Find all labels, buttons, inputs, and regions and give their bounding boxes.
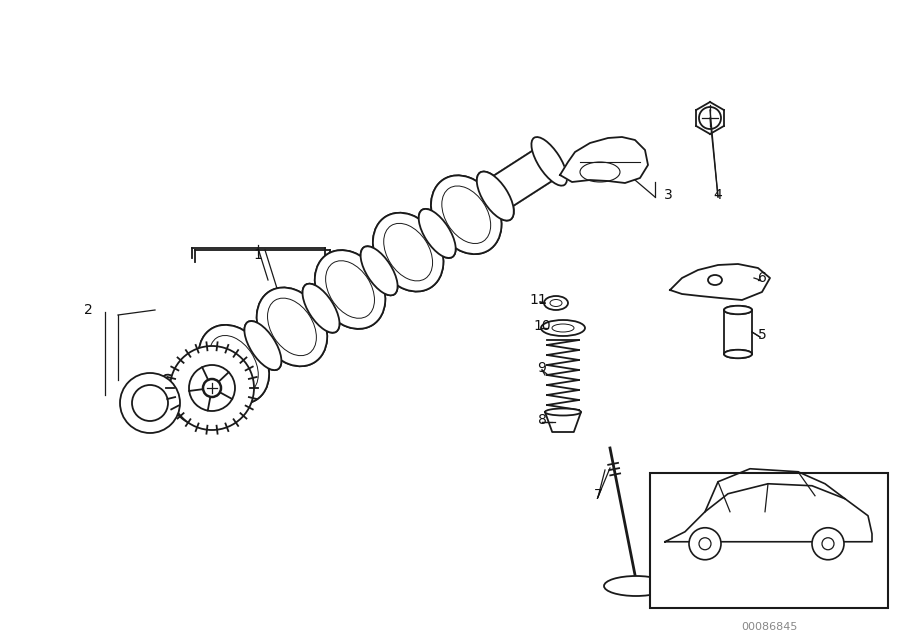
- Ellipse shape: [361, 247, 398, 296]
- Ellipse shape: [477, 171, 514, 220]
- Ellipse shape: [724, 350, 752, 358]
- Polygon shape: [665, 483, 872, 541]
- Ellipse shape: [541, 320, 585, 336]
- Polygon shape: [670, 264, 770, 300]
- Ellipse shape: [245, 321, 282, 370]
- Polygon shape: [166, 143, 563, 417]
- Text: 10: 10: [533, 319, 551, 333]
- Ellipse shape: [186, 359, 223, 408]
- Circle shape: [120, 373, 180, 433]
- Ellipse shape: [431, 175, 501, 254]
- Circle shape: [689, 527, 721, 560]
- Circle shape: [699, 107, 721, 129]
- Text: 7: 7: [594, 488, 602, 502]
- Ellipse shape: [256, 287, 328, 366]
- Ellipse shape: [477, 171, 514, 220]
- Ellipse shape: [199, 325, 269, 404]
- Text: 6: 6: [758, 271, 767, 285]
- Circle shape: [170, 346, 254, 430]
- Polygon shape: [166, 143, 563, 417]
- Polygon shape: [545, 412, 581, 432]
- Ellipse shape: [256, 287, 328, 366]
- Ellipse shape: [302, 283, 339, 333]
- Ellipse shape: [724, 306, 752, 314]
- Circle shape: [822, 538, 834, 550]
- Ellipse shape: [302, 283, 339, 333]
- Bar: [650, 473, 888, 608]
- Circle shape: [189, 365, 235, 411]
- Text: 8: 8: [537, 413, 546, 427]
- Text: 4: 4: [714, 188, 723, 202]
- Text: 2: 2: [84, 303, 93, 317]
- Text: 11: 11: [529, 293, 547, 307]
- Text: 00086845: 00086845: [741, 622, 797, 632]
- Circle shape: [699, 538, 711, 550]
- Text: 5: 5: [758, 328, 767, 342]
- Circle shape: [132, 385, 168, 421]
- Text: 9: 9: [537, 361, 546, 375]
- Circle shape: [203, 379, 221, 397]
- Ellipse shape: [186, 359, 223, 408]
- Ellipse shape: [162, 375, 198, 424]
- Ellipse shape: [361, 247, 398, 296]
- Ellipse shape: [545, 408, 581, 415]
- Text: 3: 3: [663, 188, 672, 202]
- Ellipse shape: [708, 275, 722, 285]
- Ellipse shape: [315, 250, 385, 329]
- Polygon shape: [724, 310, 752, 354]
- Ellipse shape: [531, 137, 567, 185]
- Ellipse shape: [199, 325, 269, 404]
- Ellipse shape: [431, 175, 501, 254]
- Ellipse shape: [544, 296, 568, 310]
- Ellipse shape: [315, 250, 385, 329]
- Text: 1: 1: [254, 248, 263, 262]
- Circle shape: [812, 527, 844, 560]
- Ellipse shape: [604, 576, 668, 596]
- Ellipse shape: [373, 213, 444, 292]
- Ellipse shape: [418, 209, 455, 258]
- Ellipse shape: [373, 213, 444, 292]
- Ellipse shape: [245, 321, 282, 370]
- Ellipse shape: [418, 209, 455, 258]
- Polygon shape: [560, 137, 648, 183]
